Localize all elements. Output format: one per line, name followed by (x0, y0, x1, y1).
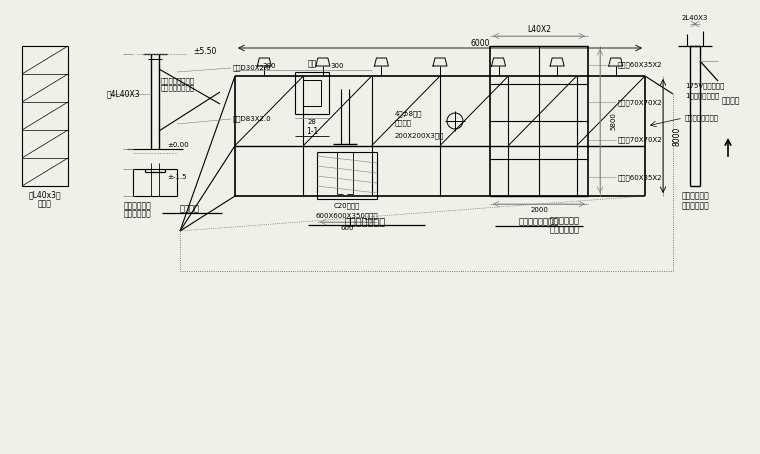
Text: L40X2: L40X2 (527, 25, 551, 35)
Text: 1厚镇锌铁皮覆面: 1厚镇锌铁皮覆面 (685, 93, 719, 99)
Text: 矩形的70X70X2: 矩形的70X70X2 (618, 137, 663, 143)
Text: 8000: 8000 (673, 126, 682, 146)
Text: 矩形的60X35X2: 矩形的60X35X2 (618, 61, 663, 68)
Text: 6000: 6000 (470, 39, 489, 49)
Text: 矩形的60X35X2: 矩形的60X35X2 (618, 174, 663, 181)
Text: 两度防腑处理: 两度防腑处理 (124, 209, 152, 218)
Text: 见围挡大面节点）: 见围挡大面节点） (161, 85, 195, 91)
Text: 格L40x3柱: 格L40x3柱 (29, 191, 62, 199)
Text: 两度防腑处理: 两度防腑处理 (550, 226, 580, 235)
Text: 所有结构必须: 所有结构必须 (124, 202, 152, 211)
Text: 300: 300 (331, 63, 344, 69)
Text: 所有结构必须: 所有结构必须 (681, 192, 709, 201)
Text: 所有结构必须: 所有结构必须 (550, 217, 580, 226)
Text: 围挡框架立面图: 围挡框架立面图 (344, 216, 385, 226)
Text: 600X600X350地基碗: 600X600X350地基碗 (315, 212, 378, 219)
Text: 4根⊅8钉筋: 4根⊅8钉筋 (395, 111, 423, 118)
Text: ±-1.5: ±-1.5 (167, 174, 186, 180)
Text: 两度防腑处理: 两度防腑处理 (681, 202, 709, 211)
Text: 斜撇（详见节点）: 斜撇（详见节点） (685, 115, 719, 121)
Text: C20地基碗: C20地基碗 (334, 202, 360, 209)
Text: 2000: 2000 (530, 207, 548, 213)
Text: 的斜撐: 的斜撐 (38, 199, 52, 208)
Text: 175V飞利浦射灯: 175V飞利浦射灯 (685, 83, 724, 89)
Text: 200X200X3钉板: 200X200X3钉板 (395, 133, 445, 139)
Text: ±5.50: ±5.50 (193, 46, 217, 55)
Text: 围挡大面结构节点: 围挡大面结构节点 (519, 217, 559, 227)
Text: 600: 600 (340, 225, 353, 231)
Text: 斜撇节点: 斜撇节点 (180, 204, 200, 213)
Text: 焰管D30X2.0: 焰管D30X2.0 (233, 65, 271, 71)
Text: 格4L40X3: 格4L40X3 (107, 89, 141, 99)
Text: 28: 28 (308, 119, 316, 125)
Text: 螺杆: 螺杆 (307, 59, 317, 69)
Text: 广告围挡: 广告围挡 (722, 97, 740, 105)
Text: 1-1: 1-1 (306, 128, 318, 137)
Text: 5800: 5800 (610, 112, 616, 130)
Text: 焰管D83X2.0: 焰管D83X2.0 (233, 116, 271, 122)
Text: ±0.00: ±0.00 (167, 142, 188, 148)
Text: 2L40X3: 2L40X3 (682, 15, 708, 21)
Text: 300: 300 (262, 63, 276, 69)
Text: 锁预埋屁: 锁预埋屁 (395, 120, 412, 126)
Text: 围挡大面结构（详: 围挡大面结构（详 (161, 78, 195, 84)
Text: 矩形的70X70X2: 矩形的70X70X2 (618, 99, 663, 105)
